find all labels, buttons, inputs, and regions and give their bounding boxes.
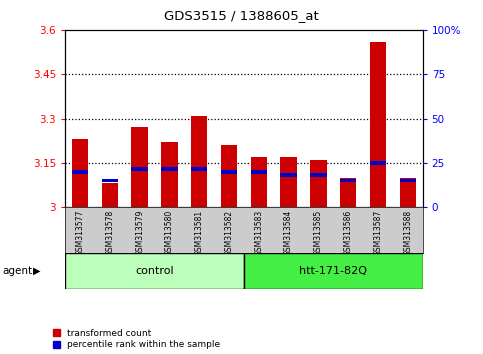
Bar bbox=[131, 127, 148, 207]
Text: agent: agent bbox=[2, 266, 32, 276]
Bar bbox=[340, 178, 356, 207]
Text: GSM313586: GSM313586 bbox=[344, 210, 353, 256]
Text: GSM313588: GSM313588 bbox=[403, 210, 412, 256]
Bar bbox=[161, 142, 178, 207]
Bar bbox=[281, 157, 297, 207]
Text: htt-171-82Q: htt-171-82Q bbox=[299, 266, 367, 276]
Text: GSM313580: GSM313580 bbox=[165, 210, 174, 256]
Bar bbox=[221, 145, 237, 207]
Bar bbox=[370, 42, 386, 207]
Bar bbox=[191, 116, 207, 207]
Text: GSM313582: GSM313582 bbox=[225, 210, 233, 256]
Text: GSM313583: GSM313583 bbox=[255, 210, 263, 256]
Bar bbox=[310, 173, 327, 177]
Bar bbox=[244, 253, 423, 289]
Bar bbox=[131, 167, 148, 171]
Bar bbox=[370, 161, 386, 165]
Text: GSM313585: GSM313585 bbox=[314, 210, 323, 256]
Bar bbox=[310, 160, 327, 207]
Bar bbox=[191, 167, 207, 171]
Text: GSM313584: GSM313584 bbox=[284, 210, 293, 256]
Bar bbox=[281, 173, 297, 177]
Bar bbox=[251, 157, 267, 207]
Bar bbox=[161, 167, 178, 171]
Bar bbox=[102, 179, 118, 182]
Text: control: control bbox=[135, 266, 174, 276]
Text: GSM313577: GSM313577 bbox=[76, 210, 85, 256]
Text: GDS3515 / 1388605_at: GDS3515 / 1388605_at bbox=[164, 9, 319, 22]
Bar bbox=[251, 170, 267, 173]
Bar bbox=[221, 170, 237, 173]
Text: ▶: ▶ bbox=[33, 266, 41, 276]
Text: GSM313581: GSM313581 bbox=[195, 210, 204, 256]
Bar bbox=[102, 183, 118, 207]
Text: GSM313578: GSM313578 bbox=[105, 210, 114, 256]
Bar bbox=[399, 179, 416, 182]
Bar bbox=[340, 179, 356, 182]
Text: GSM313579: GSM313579 bbox=[135, 210, 144, 256]
Text: GSM313587: GSM313587 bbox=[373, 210, 383, 256]
Bar bbox=[72, 139, 88, 207]
Bar bbox=[65, 253, 244, 289]
Bar bbox=[399, 178, 416, 207]
Bar bbox=[72, 170, 88, 173]
Legend: transformed count, percentile rank within the sample: transformed count, percentile rank withi… bbox=[53, 329, 220, 349]
